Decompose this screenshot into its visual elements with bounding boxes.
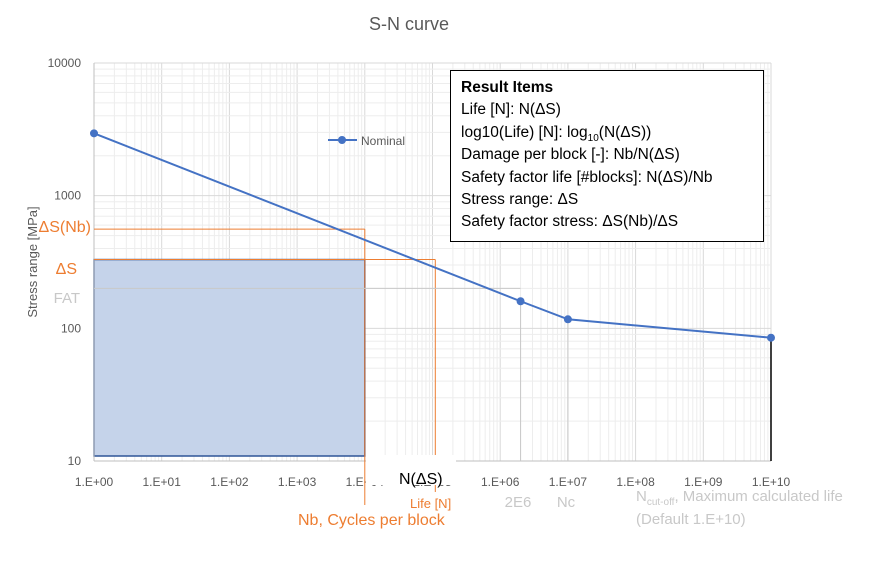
log-life-suffix: (N(ΔS)) (598, 123, 652, 141)
label-life: Life [N] (410, 496, 451, 511)
result-item-life: Life [N]: N(ΔS) (461, 101, 561, 119)
y-tick-label: 100 (61, 321, 81, 335)
fill-layer (93, 258, 366, 457)
result-item-damage: Damage per block [-]: Nb/N(ΔS) (461, 146, 680, 164)
chart-title: S-N curve (369, 14, 449, 34)
result-items-box: Result Items Life [N]: N(ΔS) log10(Life)… (450, 70, 764, 242)
x-tick-label: 1.E+08 (616, 475, 655, 489)
x-tick-label: 1.E+10 (752, 475, 791, 489)
series-line-nominal (93, 132, 772, 339)
guide-lines (94, 228, 772, 505)
label-nc: Nc (557, 494, 576, 511)
label-delta-s-nb: ΔS(Nb) (39, 219, 91, 236)
x-tick-label: 1.E+03 (278, 475, 317, 489)
label-n-cutoff: Ncut-off, Maximum calculated life (636, 488, 843, 508)
x-tick-label: 1.E+06 (481, 475, 520, 489)
result-item-log-life: log10(Life) [N]: log10(N(ΔS)) (461, 122, 753, 144)
x-tick-label: 1.E+09 (684, 475, 723, 489)
result-item-safety-life: Safety factor life [#blocks]: N(ΔS)/Nb (461, 168, 713, 186)
log-life-prefix: log10(Life) [N]: log (461, 123, 588, 141)
result-items-title: Result Items (461, 79, 554, 96)
result-item-safety-stress: Safety factor stress: ΔS(Nb)/ΔS (461, 213, 679, 231)
log-life-subscript: 10 (587, 132, 599, 144)
x-tick-label: 1.E+00 (75, 475, 114, 489)
label-2e6: 2E6 (505, 494, 532, 511)
y-tick-label: 1000 (54, 189, 81, 203)
n-cutoff-main: N (636, 488, 647, 505)
annotation-labels: ΔS(Nb) ΔS FAT N(ΔS) Life [N]Nb, Cycles per b… (39, 219, 843, 529)
block-load-region (93, 258, 366, 457)
y-tick-label: 10 (68, 454, 82, 468)
n-cutoff-sub: cut-off (647, 497, 675, 508)
data-point (516, 297, 525, 306)
y-tick-label: 10000 (48, 56, 82, 70)
n-cutoff-rest: , Maximum calculated life (674, 488, 842, 505)
x-tick-label: 1.E+02 (210, 475, 249, 489)
x-tick-label: 1.E+07 (549, 475, 588, 489)
label-nb: Nb, Cycles per block (298, 512, 446, 529)
data-point (767, 333, 775, 342)
legend-marker (338, 136, 346, 144)
legend: Nominal (328, 134, 405, 148)
data-point (563, 315, 572, 324)
y-axis-title: Stress range [MPa] (25, 206, 40, 317)
data-point (90, 129, 98, 138)
label-delta-s: ΔS (56, 261, 77, 278)
axes: 1.E+001.E+011.E+021.E+031.E+041.E+051.E+… (25, 56, 791, 489)
series-layer (90, 129, 775, 342)
legend-label-nominal: Nominal (361, 134, 405, 148)
label-mask (366, 455, 456, 485)
x-tick-label: 1.E+01 (143, 475, 182, 489)
label-n-delta-s: N(ΔS) (399, 471, 443, 488)
label-n-cutoff-default: (Default 1.E+10) (636, 511, 746, 528)
label-fat: FAT (54, 290, 80, 307)
result-item-stress-range: Stress range: ΔS (461, 191, 579, 209)
